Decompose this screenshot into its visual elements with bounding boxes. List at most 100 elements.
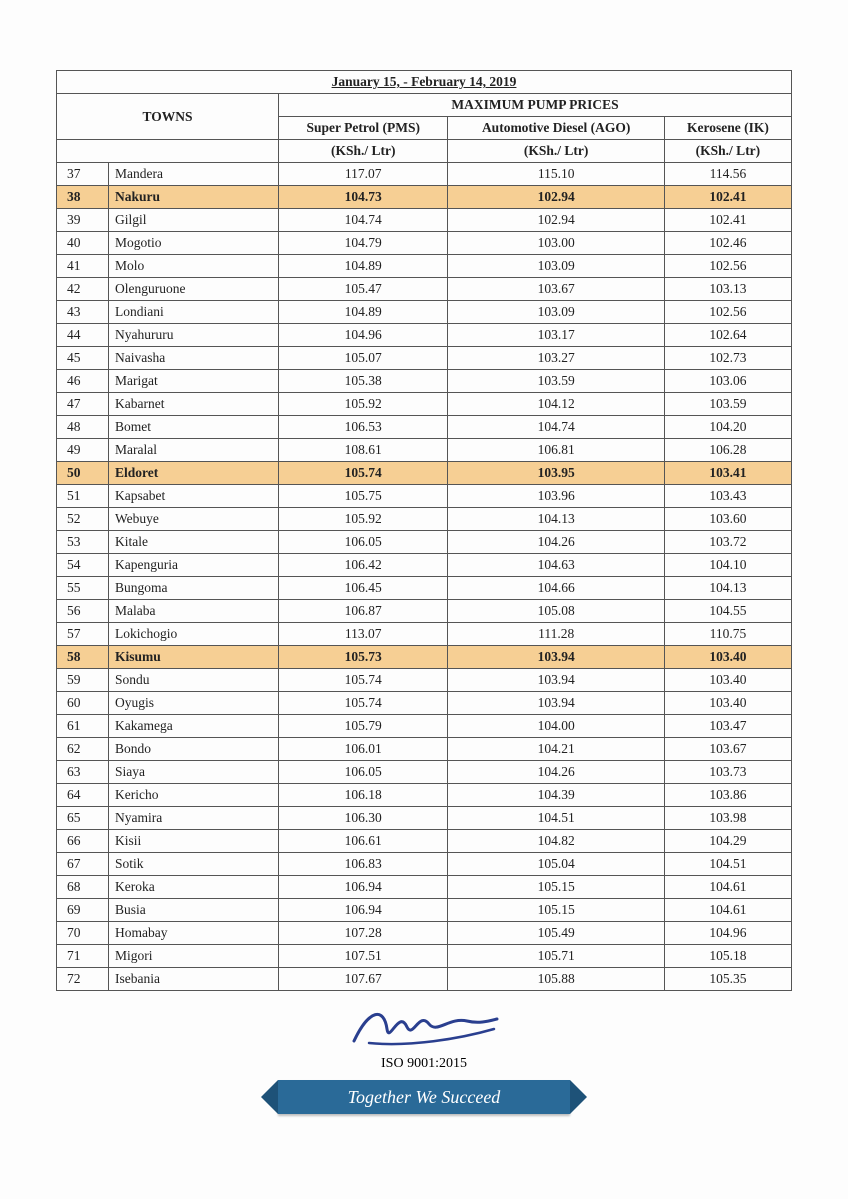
table-row: 72Isebania107.67105.88105.35 (57, 968, 792, 991)
row-index: 70 (57, 922, 109, 945)
row-town: Bungoma (109, 577, 279, 600)
table-row: 42Olenguruone105.47103.67103.13 (57, 278, 792, 301)
table-row: 56Malaba106.87105.08104.55 (57, 600, 792, 623)
table-row: 59Sondu105.74103.94103.40 (57, 669, 792, 692)
row-ik: 103.86 (664, 784, 791, 807)
row-pms: 105.92 (279, 508, 448, 531)
row-index: 55 (57, 577, 109, 600)
row-pms: 104.89 (279, 255, 448, 278)
date-range: January 15, - February 14, 2019 (57, 71, 792, 94)
max-prices-header: MAXIMUM PUMP PRICES (279, 94, 792, 117)
row-pms: 105.47 (279, 278, 448, 301)
table-row: 48Bomet106.53104.74104.20 (57, 416, 792, 439)
unit-ik: (KSh./ Ltr) (664, 140, 791, 163)
row-index: 51 (57, 485, 109, 508)
row-ik: 103.40 (664, 669, 791, 692)
header-row-1: TOWNS MAXIMUM PUMP PRICES (57, 94, 792, 117)
row-ago: 104.39 (448, 784, 664, 807)
row-town: Kitale (109, 531, 279, 554)
row-index: 65 (57, 807, 109, 830)
row-ago: 105.15 (448, 876, 664, 899)
row-ago: 104.51 (448, 807, 664, 830)
row-ik: 104.13 (664, 577, 791, 600)
row-index: 71 (57, 945, 109, 968)
row-ago: 115.10 (448, 163, 664, 186)
row-index: 37 (57, 163, 109, 186)
row-town: Molo (109, 255, 279, 278)
row-pms: 104.89 (279, 301, 448, 324)
row-town: Lokichogio (109, 623, 279, 646)
unit-row: (KSh./ Ltr) (KSh./ Ltr) (KSh./ Ltr) (57, 140, 792, 163)
row-ik: 103.73 (664, 761, 791, 784)
row-ago: 105.71 (448, 945, 664, 968)
row-ik: 104.55 (664, 600, 791, 623)
row-ik: 104.10 (664, 554, 791, 577)
row-ago: 103.27 (448, 347, 664, 370)
row-ago: 104.82 (448, 830, 664, 853)
row-pms: 106.05 (279, 531, 448, 554)
row-index: 40 (57, 232, 109, 255)
row-ago: 105.88 (448, 968, 664, 991)
row-index: 66 (57, 830, 109, 853)
row-town: Nyamira (109, 807, 279, 830)
table-row: 58Kisumu105.73103.94103.40 (57, 646, 792, 669)
row-ago: 105.15 (448, 899, 664, 922)
row-town: Keroka (109, 876, 279, 899)
row-ik: 103.59 (664, 393, 791, 416)
row-town: Busia (109, 899, 279, 922)
row-ik: 103.98 (664, 807, 791, 830)
row-ago: 104.66 (448, 577, 664, 600)
table-row: 67Sotik106.83105.04104.51 (57, 853, 792, 876)
row-ago: 104.21 (448, 738, 664, 761)
row-ago: 104.63 (448, 554, 664, 577)
row-index: 59 (57, 669, 109, 692)
row-ago: 103.95 (448, 462, 664, 485)
row-ik: 102.73 (664, 347, 791, 370)
unit-pms: (KSh./ Ltr) (279, 140, 448, 163)
row-index: 52 (57, 508, 109, 531)
row-ago: 111.28 (448, 623, 664, 646)
row-town: Kakamega (109, 715, 279, 738)
signature-area (56, 999, 792, 1054)
table-row: 64Kericho106.18104.39103.86 (57, 784, 792, 807)
row-index: 50 (57, 462, 109, 485)
table-row: 45Naivasha105.07103.27102.73 (57, 347, 792, 370)
table-row: 57Lokichogio113.07111.28110.75 (57, 623, 792, 646)
row-index: 42 (57, 278, 109, 301)
row-pms: 107.28 (279, 922, 448, 945)
banner-wrap: Together We Succeed (56, 1080, 792, 1114)
row-ik: 103.47 (664, 715, 791, 738)
row-ik: 103.40 (664, 646, 791, 669)
row-ago: 105.04 (448, 853, 664, 876)
table-row: 65Nyamira106.30104.51103.98 (57, 807, 792, 830)
table-row: 71Migori107.51105.71105.18 (57, 945, 792, 968)
row-town: Kapsabet (109, 485, 279, 508)
row-index: 46 (57, 370, 109, 393)
row-ago: 103.94 (448, 692, 664, 715)
row-town: Bondo (109, 738, 279, 761)
row-ik: 104.20 (664, 416, 791, 439)
date-row: January 15, - February 14, 2019 (57, 71, 792, 94)
row-ago: 104.12 (448, 393, 664, 416)
table-row: 62Bondo106.01104.21103.67 (57, 738, 792, 761)
col-header-pms: Super Petrol (PMS) (279, 117, 448, 140)
row-pms: 105.75 (279, 485, 448, 508)
row-town: Sotik (109, 853, 279, 876)
row-town: Webuye (109, 508, 279, 531)
row-ik: 103.06 (664, 370, 791, 393)
row-pms: 106.01 (279, 738, 448, 761)
row-pms: 106.05 (279, 761, 448, 784)
row-ago: 103.94 (448, 646, 664, 669)
slogan-text: Together We Succeed (278, 1080, 571, 1114)
row-ago: 103.67 (448, 278, 664, 301)
row-ago: 102.94 (448, 209, 664, 232)
table-row: 41Molo104.89103.09102.56 (57, 255, 792, 278)
col-header-ik: Kerosene (IK) (664, 117, 791, 140)
row-ik: 102.56 (664, 301, 791, 324)
row-town: Kericho (109, 784, 279, 807)
row-index: 63 (57, 761, 109, 784)
row-ago: 103.00 (448, 232, 664, 255)
row-town: Oyugis (109, 692, 279, 715)
row-pms: 104.73 (279, 186, 448, 209)
row-index: 56 (57, 600, 109, 623)
